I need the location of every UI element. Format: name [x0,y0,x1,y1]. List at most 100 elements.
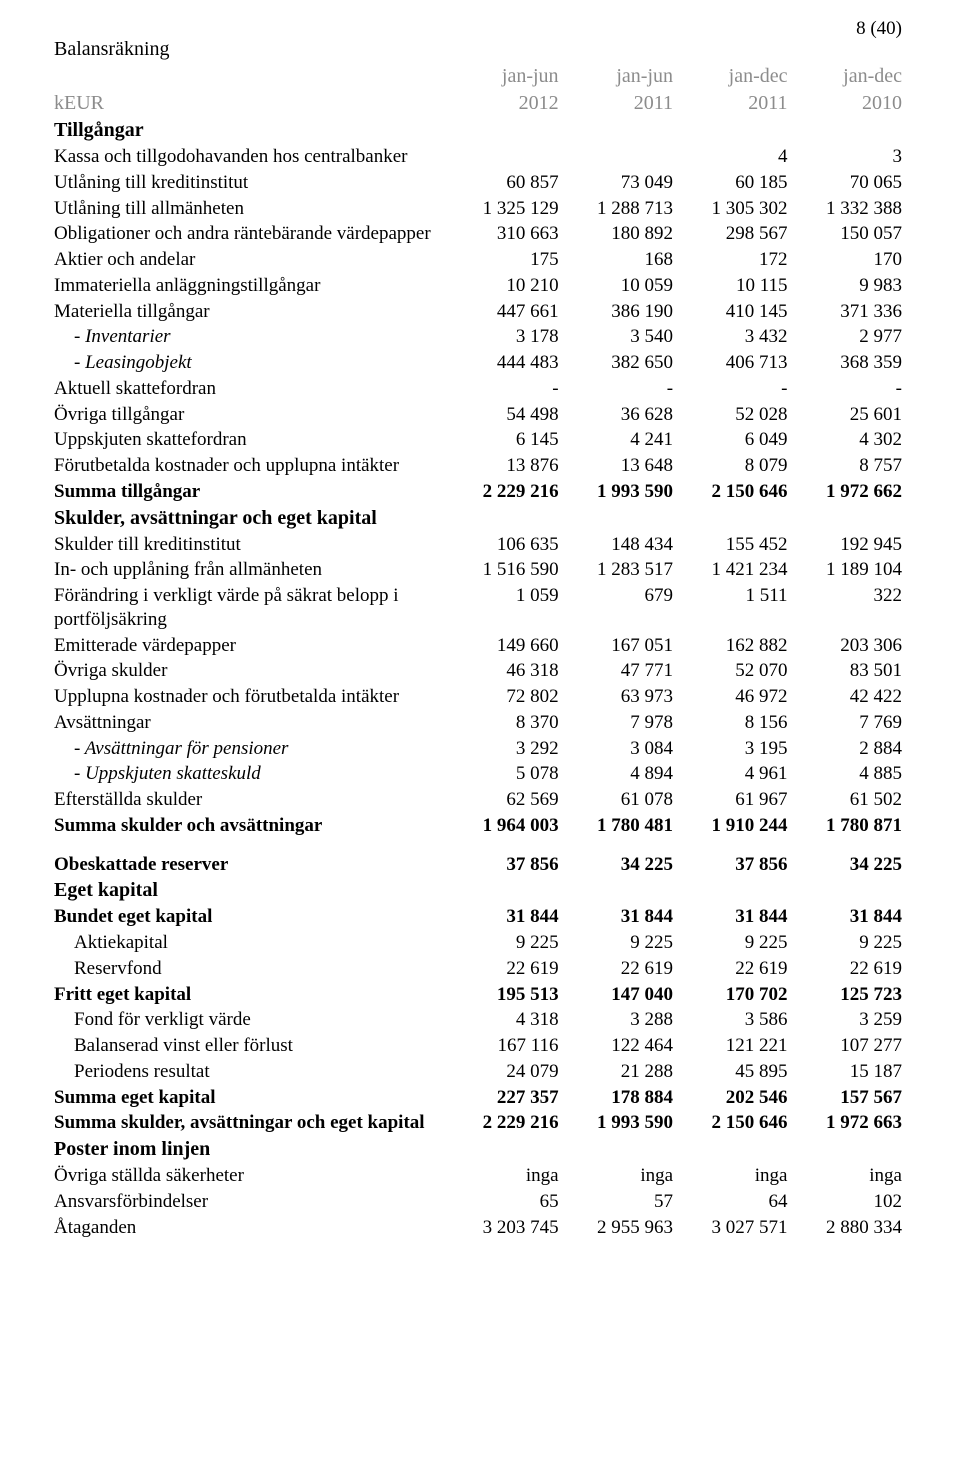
col-header-4b: 2010 [788,90,903,117]
row-cell: 3 586 [673,1007,787,1033]
row-cell: 2 229 216 [444,1110,558,1136]
row-label: Fritt eget kapital [54,982,444,1008]
row-cell: 227 357 [444,1085,558,1111]
row-label: Aktier och andelar [54,247,444,273]
row-cell: 6 145 [444,427,558,453]
row-cell: 8 156 [673,710,787,736]
row-cell: 61 078 [559,787,673,813]
row-cell: 46 972 [673,684,787,710]
row-cell: 72 802 [444,684,558,710]
row-cell: 4 302 [788,427,903,453]
row-label: Utlåning till allmänheten [54,196,444,222]
table-row: Emitterade värdepapper149 660167 051162 … [54,633,902,659]
row-cell: 178 884 [559,1085,673,1111]
row-cell: 1 511 [673,583,787,633]
row-cell: 444 483 [444,350,558,376]
row-cell: 195 513 [444,982,558,1008]
table-row: Summa skulder, avsättningar och eget kap… [54,1110,902,1136]
section-row: Tillgångar [54,117,902,144]
row-cell: 1 780 871 [788,813,903,839]
row-cell: 9 225 [673,930,787,956]
row-cell: 7 978 [559,710,673,736]
table-row: Summa tillgångar2 229 2161 993 5902 150 … [54,479,902,505]
row-cell: 3 432 [673,324,787,350]
row-cell: 34 225 [559,839,673,878]
col-header-3b: 2011 [673,90,787,117]
row-cell: 46 318 [444,658,558,684]
row-cell: 2 880 334 [788,1215,903,1241]
row-cell: 13 876 [444,453,558,479]
table-row: - Leasingobjekt444 483382 650406 713368 … [54,350,902,376]
row-cell: 2 150 646 [673,479,787,505]
table-row: Övriga tillgångar54 49836 62852 02825 60… [54,402,902,428]
row-cell: 24 079 [444,1059,558,1085]
row-cell: 170 702 [673,982,787,1008]
row-label: Förutbetalda kostnader och upplupna intä… [54,453,444,479]
table-row: Bundet eget kapital31 84431 84431 84431 … [54,904,902,930]
row-cell: 21 288 [559,1059,673,1085]
row-cell: 31 844 [673,904,787,930]
row-cell: 62 569 [444,787,558,813]
row-cell: 13 648 [559,453,673,479]
row-label: Upplupna kostnader och förutbetalda intä… [54,684,444,710]
row-cell: 10 115 [673,273,787,299]
row-cell: 1 421 234 [673,557,787,583]
row-cell: 15 187 [788,1059,903,1085]
row-cell: 8 370 [444,710,558,736]
row-cell: 147 040 [559,982,673,1008]
header-row-1: jan-jun jan-jun jan-dec jan-dec [54,63,902,90]
row-label: Aktiekapital [54,930,444,956]
row-cell: 155 452 [673,532,787,558]
row-cell: 2 229 216 [444,479,558,505]
row-label: Emitterade värdepapper [54,633,444,659]
row-label: Summa skulder och avsättningar [54,813,444,839]
row-cell: 1 283 517 [559,557,673,583]
row-cell: 37 856 [444,839,558,878]
table-row: Balanserad vinst eller förlust167 116122… [54,1033,902,1059]
row-label: Balanserad vinst eller förlust [54,1033,444,1059]
row-cell: 157 567 [788,1085,903,1111]
table-row: Upplupna kostnader och förutbetalda intä… [54,684,902,710]
row-cell: 4 241 [559,427,673,453]
row-label: Övriga tillgångar [54,402,444,428]
row-cell: inga [673,1163,787,1189]
section-title: Poster inom linjen [54,1136,444,1163]
row-cell: 310 663 [444,221,558,247]
row-label: Utlåning till kreditinstitut [54,170,444,196]
row-cell: 1 993 590 [559,479,673,505]
table-row: Periodens resultat24 07921 28845 89515 1… [54,1059,902,1085]
row-cell: 1 516 590 [444,557,558,583]
row-cell: 57 [559,1189,673,1215]
row-cell: 162 882 [673,633,787,659]
row-cell: inga [559,1163,673,1189]
row-cell: 4 961 [673,761,787,787]
row-cell: 1 964 003 [444,813,558,839]
table-row: Utlåning till kreditinstitut60 85773 049… [54,170,902,196]
row-cell: 2 955 963 [559,1215,673,1241]
row-cell: 60 185 [673,170,787,196]
row-cell: 9 225 [444,930,558,956]
row-cell: 22 619 [559,956,673,982]
row-cell: 83 501 [788,658,903,684]
row-cell: 52 070 [673,658,787,684]
row-cell: 107 277 [788,1033,903,1059]
row-cell: 61 502 [788,787,903,813]
row-label: Fond för verkligt värde [54,1007,444,1033]
section-row: Eget kapital [54,877,902,904]
row-cell: 3 027 571 [673,1215,787,1241]
row-cell: 3 [788,144,903,170]
table-row: - Inventarier3 1783 5403 4322 977 [54,324,902,350]
row-label: Avsättningar [54,710,444,736]
row-cell: 34 225 [788,839,903,878]
section-title: Skulder, avsättningar och eget kapital [54,505,444,532]
row-cell: 70 065 [788,170,903,196]
col-header-1a: jan-jun [444,63,558,90]
table-row: Utlåning till allmänheten1 325 1291 288 … [54,196,902,222]
row-cell: 22 619 [444,956,558,982]
row-cell: 25 601 [788,402,903,428]
col-header-2b: 2011 [559,90,673,117]
row-cell: 125 723 [788,982,903,1008]
row-cell: 149 660 [444,633,558,659]
table-row: In- och upplåning från allmänheten1 516 … [54,557,902,583]
table-row: Obeskattade reserver37 85634 22537 85634… [54,839,902,878]
